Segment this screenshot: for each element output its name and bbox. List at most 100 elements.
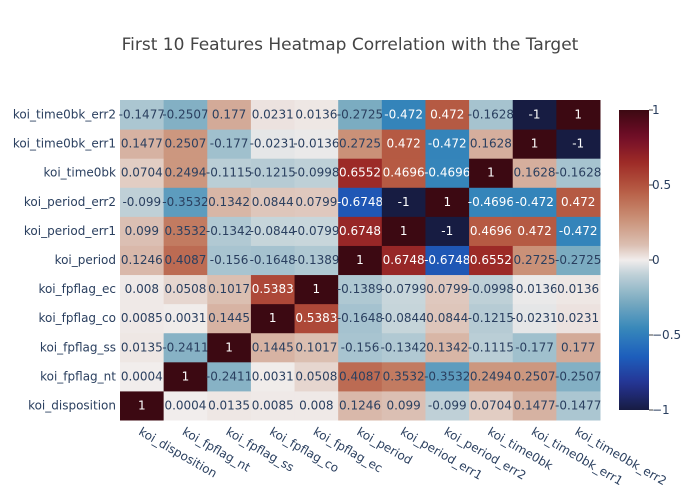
heatmap-cell (120, 158, 165, 188)
heatmap-cell (556, 361, 601, 392)
heatmap-cell (425, 274, 470, 305)
heatmap-cell-label: 1 (487, 166, 495, 180)
heatmap-cell-label: 0.0508 (164, 282, 206, 296)
heatmap-cell-label: 0.0004 (164, 398, 206, 412)
heatmap-cell-label: -0.0998 (468, 282, 514, 296)
heatmap-cell (120, 216, 165, 246)
heatmap-cell (556, 100, 601, 130)
colorbar: 1 0.5 0 −0.5 −1 (619, 103, 681, 417)
y-axis-labels: koi_disposition koi_fpflag_nt koi_fpflag_s… (13, 108, 116, 413)
heatmap-cell (207, 390, 252, 421)
heatmap-cell-label: 0.472 (386, 137, 420, 151)
heatmap-cell-label: 0.0231 (252, 108, 294, 122)
heatmap-cell-label: -0.0799 (293, 224, 339, 238)
heatmap-cell-label: -0.0799 (380, 282, 426, 296)
y-tick-label: koi_fpflag_co (38, 311, 116, 325)
heatmap-cell (381, 332, 426, 363)
heatmap-cell (163, 129, 208, 159)
heatmap-cell-label: 0.1246 (339, 398, 381, 412)
heatmap-cell-label: -0.0136 (293, 137, 339, 151)
heatmap-cell-label: 0.0231 (557, 311, 599, 325)
heatmap-cell-label: -0.1115 (468, 340, 514, 354)
heatmap-cell (469, 245, 514, 276)
heatmap-cell (512, 158, 557, 188)
heatmap-cell (250, 216, 296, 246)
heatmap-cell-label: 0.1477 (121, 137, 163, 151)
heatmap-cell (425, 216, 470, 246)
heatmap-cell-label: 0.0031 (252, 369, 294, 383)
heatmap-cell-label: 0.5383 (295, 311, 337, 325)
heatmap-cell-label: 0.0136 (557, 282, 599, 296)
heatmap-cell (120, 100, 165, 130)
heatmap-cell (294, 303, 339, 334)
heatmap-cell (163, 216, 208, 246)
heatmap-cell (425, 158, 470, 188)
heatmap-cell (294, 216, 339, 246)
y-tick-label: koi_time0bk (43, 166, 116, 180)
heatmap-cell-label: 0.2494 (470, 369, 512, 383)
heatmap-cell (163, 158, 208, 188)
heatmap-cell-label: 0.0799 (426, 282, 468, 296)
heatmap-cell (207, 216, 252, 246)
heatmap-cell (250, 187, 296, 217)
heatmap-cell-label: 1 (531, 137, 539, 151)
heatmap-cell (556, 129, 601, 159)
heatmap-cell (469, 129, 514, 159)
heatmap-cell (512, 361, 557, 392)
heatmap-cell-label: -0.4696 (468, 195, 514, 209)
heatmap-cell-label: 0.6748 (383, 253, 425, 267)
heatmap-cell (512, 100, 557, 130)
heatmap-cell-label: 0.1445 (252, 340, 294, 354)
heatmap-cell-label: -0.0231 (511, 311, 557, 325)
heatmap-cell (381, 274, 426, 305)
heatmap-cell (425, 361, 470, 392)
heatmap-cell-label: -0.1628 (468, 108, 514, 122)
heatmap-cell-label: 0.6552 (470, 253, 512, 267)
colorbar-tick-label: 0.5 (652, 178, 671, 192)
heatmap-cell (250, 129, 296, 159)
heatmap-cell (381, 361, 426, 392)
heatmap-cell (250, 158, 296, 188)
heatmap-cell-label: -0.472 (428, 137, 467, 151)
heatmap-cell-label: -0.0844 (380, 311, 426, 325)
y-tick-label: koi_fpflag_ec (38, 282, 116, 296)
heatmap-cell-label: -0.2507 (555, 369, 601, 383)
heatmap-cell (469, 100, 514, 130)
x-axis-labels: koi_dispositionkoi_fpflag_ntkoi_fpflag_s… (136, 424, 669, 488)
heatmap-cell-label: 0.4696 (470, 224, 512, 238)
heatmap-cell-label: -0.156 (210, 253, 249, 267)
heatmap-cell-label: 0.177 (561, 340, 595, 354)
heatmap-cell-label: 0.3532 (383, 369, 425, 383)
heatmap-cell-label: -0.099 (428, 398, 467, 412)
heatmap-cell (381, 100, 426, 130)
heatmap-cell (207, 129, 252, 159)
heatmap-cell (163, 390, 208, 421)
heatmap-cell (425, 245, 470, 276)
heatmap-cell-label: -0.0844 (250, 224, 296, 238)
heatmap-cell-label: 0.2507 (164, 137, 206, 151)
heatmap-cell-label: 0.0704 (121, 166, 163, 180)
heatmap-cell (556, 216, 601, 246)
colorbar-tick-label: 1 (652, 103, 660, 117)
heatmap-cell-label: 0.472 (517, 224, 551, 238)
heatmap-cell-label: -0.1342 (380, 340, 426, 354)
heatmap-cell-label: -1 (572, 137, 584, 151)
heatmap-cell (469, 361, 514, 392)
heatmap-cell-label: 0.008 (125, 282, 159, 296)
heatmap-cell (294, 390, 339, 421)
heatmap-cell-label: -0.2411 (162, 340, 208, 354)
heatmap-cell-label: -0.2411 (206, 369, 252, 383)
heatmap-cell (469, 216, 514, 246)
heatmap-cell-label: -0.1477 (555, 398, 601, 412)
heatmap-cell (120, 361, 165, 392)
y-tick-label: koi_period_err1 (24, 224, 116, 238)
heatmap-cell (556, 332, 601, 363)
heatmap-cell-label: -0.0136 (511, 282, 557, 296)
heatmap-cell (250, 390, 296, 421)
heatmap-cell (163, 187, 208, 217)
heatmap-cell-label: 0.472 (561, 195, 595, 209)
heatmap-cell-label: 1 (269, 311, 277, 325)
heatmap-cell (512, 303, 557, 334)
heatmap-cell (294, 158, 339, 188)
heatmap-cell-label: -0.177 (515, 340, 554, 354)
